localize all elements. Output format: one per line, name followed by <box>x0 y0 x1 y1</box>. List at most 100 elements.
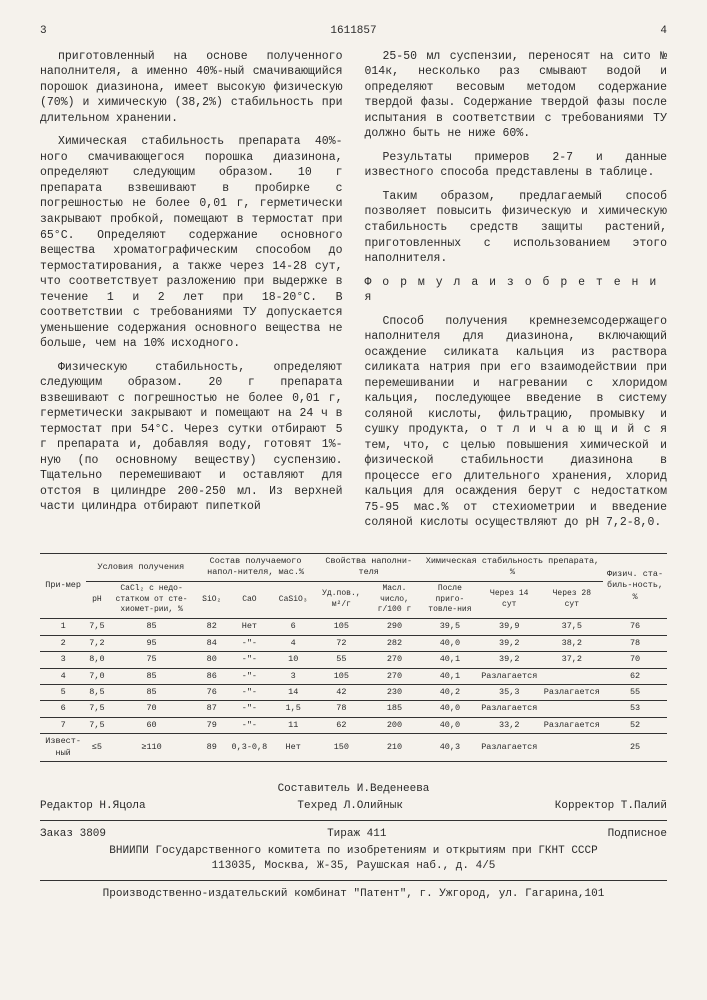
table-row: 58,58576-"-144223040,235,3Разлагается55 <box>40 685 667 701</box>
table-cell: 40,1 <box>422 652 478 668</box>
table-cell: 7,5 <box>86 717 107 733</box>
table-cell: 78 <box>603 635 667 651</box>
table-cell: Разлагается <box>478 668 541 684</box>
table-cell: ≤5 <box>86 734 107 762</box>
table-cell: 42 <box>316 685 368 701</box>
table-cell: 210 <box>367 734 422 762</box>
tirazh: Тираж 411 <box>327 827 386 842</box>
page-header: 3 1611857 4 <box>40 24 667 39</box>
table-cell: 270 <box>367 652 422 668</box>
table-cell: 39,2 <box>478 652 541 668</box>
table-body: 17,58582Нет610529039,539,937,57627,29584… <box>40 619 667 762</box>
table-cell: 39,9 <box>478 619 541 635</box>
table-cell: 62 <box>316 717 368 733</box>
table-cell: Нет <box>228 619 271 635</box>
table-cell: 3 <box>271 668 316 684</box>
sh-sio2: SiO₂ <box>196 581 228 618</box>
sh-after: После приго-товле-ния <box>422 581 478 618</box>
table-cell: 10 <box>271 652 316 668</box>
table-cell: 6 <box>40 701 86 717</box>
table-cell: 185 <box>367 701 422 717</box>
table-cell: 150 <box>316 734 368 762</box>
table-cell: Разлагается <box>541 685 604 701</box>
table-cell: 95 <box>108 635 196 651</box>
table-cell: 72 <box>316 635 368 651</box>
results-table: При-мер Условия получения Состав получае… <box>40 553 667 763</box>
table-cell: -"- <box>228 668 271 684</box>
sub-header-row: pH CaCl₂ с недо-статком от сте-хиомет-ри… <box>40 581 667 618</box>
table-cell: 60 <box>108 717 196 733</box>
left-p3: Физическую стабильность, определяют след… <box>40 360 343 515</box>
table-cell: ≥110 <box>108 734 196 762</box>
table-row: 17,58582Нет610529039,539,937,576 <box>40 619 667 635</box>
table-cell: 282 <box>367 635 422 651</box>
right-p3: Таким образом, предлагаемый способ позво… <box>365 189 668 267</box>
th-chemstab: Химическая стабильность препарата, % <box>422 553 603 581</box>
table-cell: 84 <box>196 635 228 651</box>
table-cell: 39,5 <box>422 619 478 635</box>
table-cell: 40,3 <box>422 734 478 762</box>
th-primer: При-мер <box>40 553 86 618</box>
table-cell: 33,2 <box>478 717 541 733</box>
page-right: 4 <box>660 24 667 39</box>
table-cell: 79 <box>196 717 228 733</box>
table-cell: 70 <box>603 652 667 668</box>
table-cell: -"- <box>228 652 271 668</box>
table-cell: 25 <box>603 734 667 762</box>
table-cell: 76 <box>603 619 667 635</box>
table-cell: 270 <box>367 668 422 684</box>
left-p2: Химическая стабильность препарата 40%-но… <box>40 134 343 351</box>
table-cell <box>541 668 604 684</box>
table-cell: 105 <box>316 619 368 635</box>
table-cell: 37,2 <box>541 652 604 668</box>
left-column: приготовленный на основе полученного нап… <box>40 49 343 539</box>
table-cell: 62 <box>603 668 667 684</box>
table-cell: 11 <box>271 717 316 733</box>
formula-title: Ф о р м у л а и з о б р е т е н и я <box>365 275 668 306</box>
addr1: 113035, Москва, Ж-35, Раушская наб., д. … <box>40 859 667 874</box>
corrector: Корректор Т.Палий <box>555 799 667 814</box>
org2: Производственно-издательский комбинат "П… <box>40 887 667 902</box>
table-cell: 3 <box>40 652 86 668</box>
compiler: Составитель И.Веденеева <box>40 782 667 797</box>
table-cell: 2 <box>40 635 86 651</box>
table-cell: 7,2 <box>86 635 107 651</box>
table-cell: 52 <box>603 717 667 733</box>
table-row: 38,07580-"-105527040,139,237,270 <box>40 652 667 668</box>
table-cell <box>541 734 604 762</box>
table-cell: 40,2 <box>422 685 478 701</box>
sh-cacl2: CaCl₂ с недо-статком от сте-хиомет-рии, … <box>108 581 196 618</box>
table-cell: 75 <box>108 652 196 668</box>
table-row: 27,29584-"-47228240,039,238,278 <box>40 635 667 651</box>
table-cell: 87 <box>196 701 228 717</box>
table-cell: -"- <box>228 717 271 733</box>
sh-28: Через 28 сут <box>541 581 604 618</box>
table-cell: 7,5 <box>86 701 107 717</box>
table-cell: Извест-ный <box>40 734 86 762</box>
table-cell: -"- <box>228 635 271 651</box>
table-cell: 89 <box>196 734 228 762</box>
doc-number: 1611857 <box>47 24 661 39</box>
group-header-row: При-мер Условия получения Состав получае… <box>40 553 667 581</box>
table-cell <box>541 701 604 717</box>
org1: ВНИИПИ Государственного комитета по изоб… <box>40 844 667 859</box>
techred: Техред Л.Олийнык <box>297 799 403 814</box>
order: Заказ 3809 <box>40 827 106 842</box>
table-cell: 40,0 <box>422 701 478 717</box>
table-cell: 5 <box>40 685 86 701</box>
table-cell: -"- <box>228 685 271 701</box>
sh-casio3: CaSiO₃ <box>271 581 316 618</box>
editor: Редактор Н.Яцола <box>40 799 146 814</box>
sh-maslo: Масл. число, г/100 г <box>367 581 422 618</box>
table-cell: 7,0 <box>86 668 107 684</box>
sh-cao: CaO <box>228 581 271 618</box>
table-row: Извест-ный≤5≥110890,3-0,8Нет15021040,3Ра… <box>40 734 667 762</box>
table-cell: 8,5 <box>86 685 107 701</box>
table-cell: 1,5 <box>271 701 316 717</box>
table-cell: 8,0 <box>86 652 107 668</box>
right-p1: 25-50 мл суспензии, переносят на сито № … <box>365 49 668 142</box>
table-cell: 39,2 <box>478 635 541 651</box>
table-cell: 85 <box>108 668 196 684</box>
sh-udpov: Уд.пов., м²/г <box>316 581 368 618</box>
table-cell: 82 <box>196 619 228 635</box>
